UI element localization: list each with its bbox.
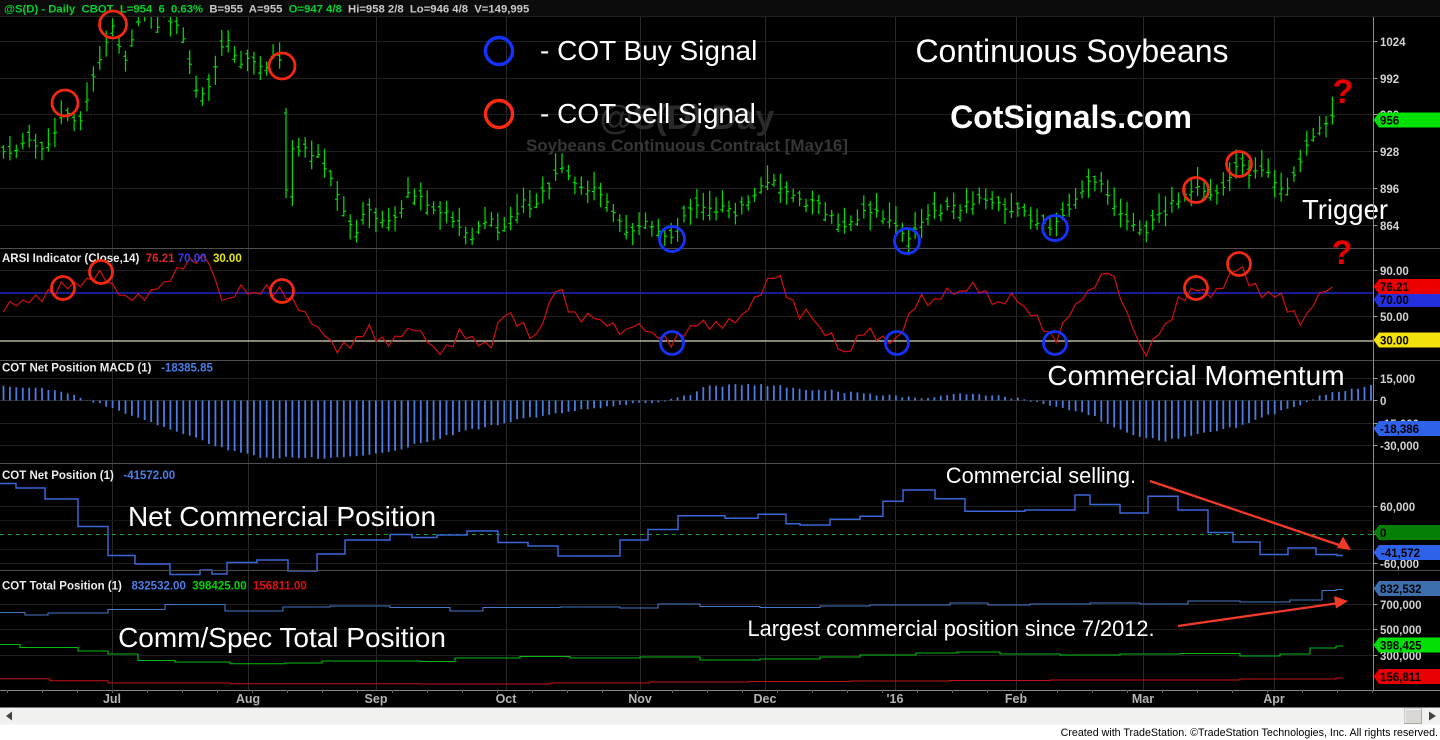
svg-text:Soybeans Continuous Contract [: Soybeans Continuous Contract [May16] bbox=[526, 136, 848, 155]
svg-text:70.00: 70.00 bbox=[1380, 295, 1409, 307]
svg-text:992: 992 bbox=[1380, 74, 1399, 86]
svg-text:Commercial Momentum: Commercial Momentum bbox=[1047, 360, 1344, 391]
svg-text:90.00: 90.00 bbox=[1380, 266, 1409, 278]
svg-text:832,532: 832,532 bbox=[1380, 584, 1422, 596]
svg-text:-30,000: -30,000 bbox=[1380, 441, 1419, 453]
svg-text:Jul: Jul bbox=[103, 692, 121, 706]
svg-text:-60,000: -60,000 bbox=[1380, 559, 1419, 571]
svg-text:@S(D) Day: @S(D) Day bbox=[600, 99, 775, 137]
svg-text:@S(D) - Daily CBOT L=954 6: @S(D) - Daily CBOT L=954 6 0.63% B=955 A… bbox=[4, 4, 529, 16]
svg-text:956: 956 bbox=[1380, 116, 1399, 128]
svg-text:Nov: Nov bbox=[628, 692, 652, 706]
svg-text:Comm/Spec Total Position: Comm/Spec Total Position bbox=[118, 622, 446, 653]
svg-text:- COT Buy Signal: - COT Buy Signal bbox=[540, 35, 757, 66]
svg-text:156,811: 156,811 bbox=[1380, 672, 1422, 684]
svg-text:Sep: Sep bbox=[365, 692, 388, 706]
svg-text:0: 0 bbox=[1380, 528, 1386, 540]
svg-text:896: 896 bbox=[1380, 184, 1399, 196]
svg-text:0: 0 bbox=[1380, 396, 1386, 408]
svg-text:'16: '16 bbox=[887, 692, 904, 706]
svg-text:Net Commercial Position: Net Commercial Position bbox=[128, 501, 436, 532]
svg-text:Continuous Soybeans: Continuous Soybeans bbox=[915, 33, 1228, 69]
svg-text:1024: 1024 bbox=[1380, 37, 1406, 49]
svg-text:398,425: 398,425 bbox=[1380, 641, 1422, 653]
svg-text:COT Total Position (1) 83253: COT Total Position (1) 832532.00 398425.… bbox=[2, 581, 307, 593]
svg-text:Oct: Oct bbox=[496, 692, 518, 706]
svg-text:500,000: 500,000 bbox=[1380, 625, 1422, 637]
svg-text:300,000: 300,000 bbox=[1380, 651, 1422, 663]
svg-text:?: ? bbox=[1332, 234, 1353, 272]
svg-text:60,000: 60,000 bbox=[1380, 502, 1415, 514]
svg-text:Created with TradeStation. ©Tr: Created with TradeStation. ©TradeStation… bbox=[1061, 727, 1438, 739]
svg-text:-41,572: -41,572 bbox=[1381, 548, 1420, 560]
svg-text:Trigger: Trigger bbox=[1302, 194, 1388, 225]
svg-text:Mar: Mar bbox=[1132, 692, 1154, 706]
svg-text:CotSignals.com: CotSignals.com bbox=[950, 99, 1192, 135]
svg-text:30.00: 30.00 bbox=[1380, 336, 1409, 348]
svg-text:COT Net Position MACD (1) -1: COT Net Position MACD (1) -18385.85 bbox=[2, 363, 213, 375]
svg-text:Aug: Aug bbox=[236, 692, 260, 706]
svg-text:- COT Sell Signal: - COT Sell Signal bbox=[540, 98, 756, 129]
svg-text:50.00: 50.00 bbox=[1380, 312, 1409, 324]
svg-text:Largest commercial position si: Largest commercial position since 7/2012… bbox=[747, 616, 1154, 641]
svg-text:Apr: Apr bbox=[1263, 692, 1285, 706]
svg-text:700,000: 700,000 bbox=[1380, 600, 1422, 612]
svg-text:864: 864 bbox=[1380, 221, 1400, 233]
svg-text:Dec: Dec bbox=[754, 692, 777, 706]
svg-text:COT Net Position (1) -41572.: COT Net Position (1) -41572.00 bbox=[2, 470, 175, 482]
svg-text:ARSI Indicator (Close,14) 76.: ARSI Indicator (Close,14) 76.21 70.00 30… bbox=[2, 253, 242, 265]
svg-text:928: 928 bbox=[1380, 147, 1400, 159]
svg-text:?: ? bbox=[1333, 73, 1354, 111]
svg-text:76.21: 76.21 bbox=[1380, 282, 1409, 294]
svg-text:Commercial selling.: Commercial selling. bbox=[946, 463, 1136, 488]
svg-text:15,000: 15,000 bbox=[1380, 374, 1415, 386]
svg-text:Feb: Feb bbox=[1005, 692, 1028, 706]
svg-text:-18,386: -18,386 bbox=[1380, 424, 1419, 436]
